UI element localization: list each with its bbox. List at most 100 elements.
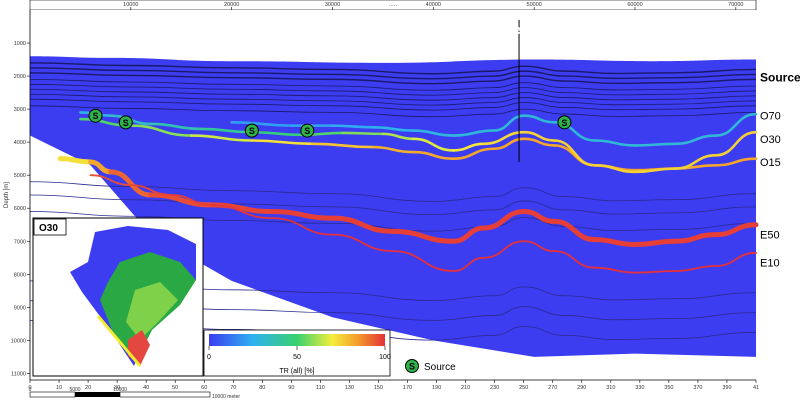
x-top-tick-label: 20000 [224,2,239,8]
horizon-segment [633,142,677,147]
horizon-segment [553,250,596,269]
source-point-symbol: S [561,118,567,128]
horizon-segment [371,145,415,154]
horizon-segment [672,232,719,244]
horizon-segment [269,209,335,221]
source-point [300,123,315,138]
horizon-segment [411,129,455,137]
horizon-segment [89,174,132,186]
inset-section-line [96,315,142,367]
layer-boundary [29,72,757,85]
y-tick-label: 2000 [14,74,26,80]
x-bottom-tick-label: 0 [28,385,31,391]
horizon-segment [714,251,757,267]
horizon-segment [482,240,525,259]
y-tick-label: 4000 [14,140,26,146]
top-axis: ..... 10000 20000 30000 40000 50000 60000 7000… [29,0,757,11]
horizon-segment [341,131,385,136]
x-bottom-tick-label: 350 [664,385,673,391]
source-legend-label: Source [424,362,456,373]
horizon-label-o70: O70 [760,111,781,123]
layer-boundary [29,88,757,101]
x-bottom-tick-label: 370 [693,385,702,391]
horizon-segment [371,125,415,132]
horizon-segment [521,209,557,224]
y-tick-label: 3000 [14,107,26,113]
y-tick-label: 9000 [14,305,26,311]
horizon-segment [523,240,556,253]
x-bottom-tick-label: 41 [753,385,759,391]
x-bottom-tick-label: 330 [635,385,644,391]
y-tick-label: 6000 [14,206,26,212]
horizon-segment [331,233,394,253]
x-bottom-tick-label: 210 [461,385,470,391]
horizon-segment [593,139,637,147]
x-top-tick-label: 40000 [426,2,441,8]
source-point-symbol: S [123,118,129,128]
colorbar-tick-label: 0 [207,354,211,361]
layer-boundary [29,67,757,80]
layer-boundary [29,181,757,202]
source-point-symbol: S [304,126,310,136]
horizons [57,111,759,274]
x-bottom-tick-label: 390 [722,385,731,391]
x-bottom-tick-label: 50 [172,385,178,391]
horizon-segment [57,156,93,165]
horizon-segment [633,167,677,174]
source-point [557,115,572,130]
horizon-segment [190,134,254,142]
horizon-segment [714,157,758,167]
region-label-central: Central anticline inversion belt [420,22,610,37]
scale-label-0: 0 [29,387,32,393]
horizon-segment [522,137,556,147]
horizon-segment [713,222,759,238]
colorbar [209,334,385,346]
horizon-segment [392,250,455,272]
horizon-segment [411,150,455,160]
source-points: S S S S S [88,108,572,138]
y-tick-label: 8000 [14,272,26,278]
x-bottom-tick-label: 90 [288,385,294,391]
horizon-segment [108,169,154,198]
horizon-segment [129,184,173,196]
x-bottom-tick-label: 190 [432,385,441,391]
horizon-segment [452,147,496,160]
scale-label-5000: 5000 [69,387,80,393]
horizon-e50 [57,156,759,248]
x-top-tick-label: 30000 [325,2,340,8]
horizon-segment [381,132,415,141]
horizon-segment [311,142,375,149]
source-legend: S Source [405,359,456,373]
colorbar-tick-label: 50 [293,354,301,361]
scale-label-10000: 10000 [113,387,127,393]
scale-bar: 0 5000 10000 10000 meter [29,387,241,400]
horizon-segment [452,256,485,272]
y-tick-label: 11000 [11,371,26,377]
x-bottom-tick-label: 270 [548,385,557,391]
x-bottom-tick-label: 170 [403,385,412,391]
x-top-tick-label: 10000 [123,2,138,8]
horizon-label-o15: O15 [760,157,781,169]
x-top-tick-label: 70000 [728,2,743,8]
horizon-segment [553,139,596,167]
horizon-segment [674,134,717,146]
y-tick-label: 1000 [14,41,26,47]
source-point [244,123,259,138]
horizon-segment [593,266,636,274]
source-legend-icon [405,359,419,373]
x-bottom-tick-label: 40 [143,385,149,391]
horizon-segment [452,142,486,152]
x-bottom-tick-label: 80 [259,385,265,391]
scale-label-meter: 10000 meter [212,394,240,400]
y-tick-label: 10000 [11,338,26,344]
y-tick-label: 7000 [14,239,26,245]
horizon-segment [674,154,717,170]
horizon-o70 [230,112,758,147]
colorbar-legend: 0 50 100 TR (all) [%] [203,329,391,377]
colorbar-tick-label: 100 [379,354,391,361]
horizon-segment [592,237,638,248]
x-bottom-tick-label: 150 [374,385,383,391]
x-top-tick-label: 60000 [627,2,642,8]
layer-boundary [29,105,757,118]
x-bottom-tick-label: 230 [490,385,499,391]
